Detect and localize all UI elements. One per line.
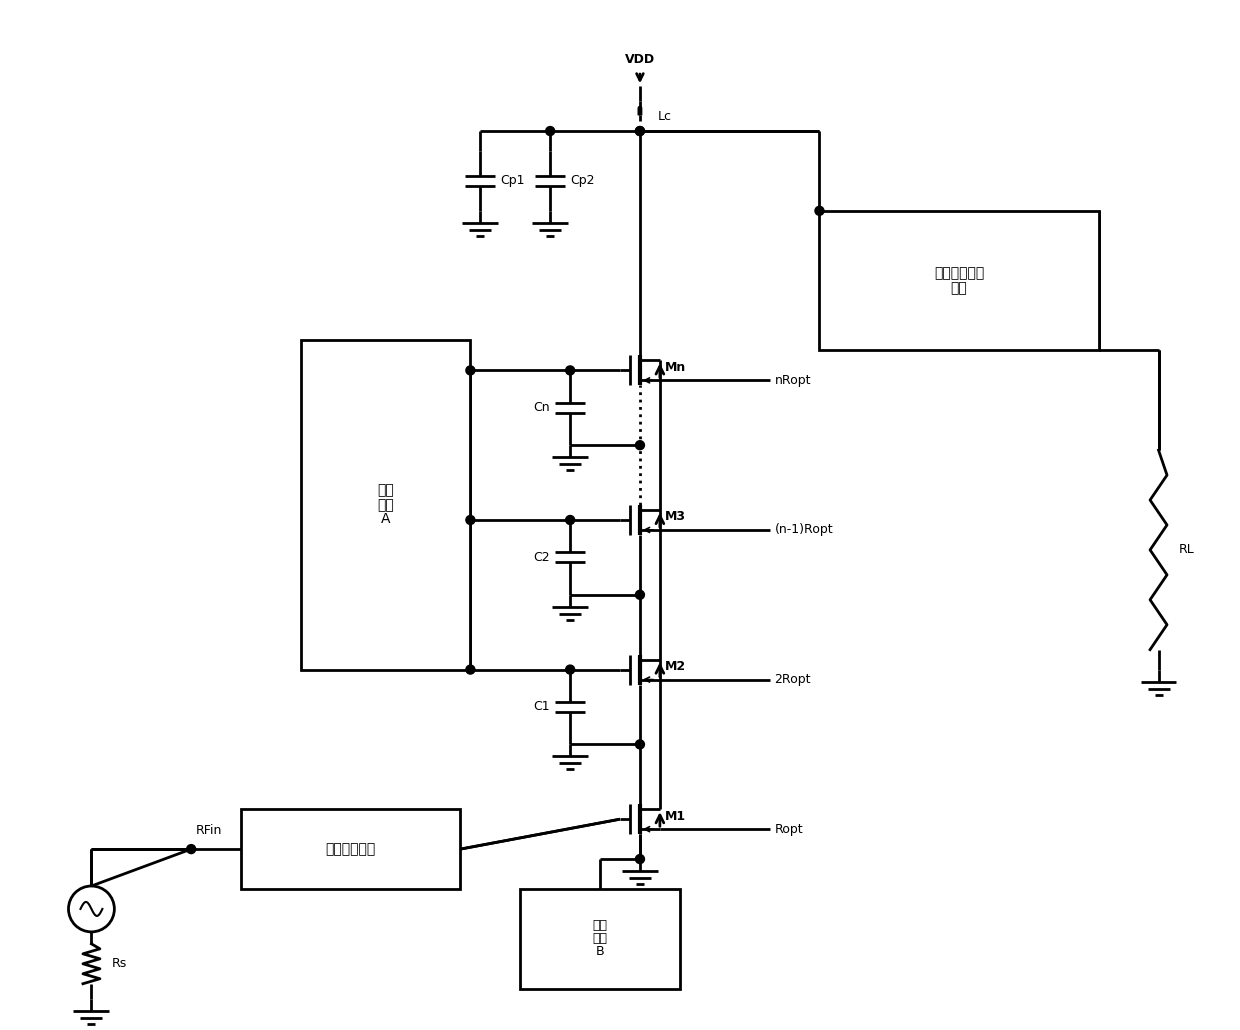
- Text: RFin: RFin: [196, 824, 222, 837]
- Text: Rs: Rs: [112, 957, 126, 970]
- Text: Lc: Lc: [658, 109, 672, 123]
- Text: 偏置: 偏置: [377, 484, 394, 497]
- Circle shape: [565, 366, 574, 375]
- Circle shape: [635, 590, 645, 599]
- Text: M3: M3: [665, 511, 686, 523]
- Text: (n-1)Ropt: (n-1)Ropt: [775, 523, 833, 537]
- Text: Cp2: Cp2: [570, 174, 595, 187]
- Text: Cp1: Cp1: [500, 174, 525, 187]
- Text: C1: C1: [533, 700, 551, 714]
- Bar: [820, 211, 1099, 350]
- Text: 电路: 电路: [377, 499, 394, 512]
- Circle shape: [635, 855, 645, 863]
- Text: 输入匹配电路: 输入匹配电路: [326, 843, 376, 856]
- Circle shape: [635, 127, 645, 136]
- Circle shape: [635, 127, 645, 136]
- Bar: [241, 810, 460, 889]
- Text: 电路: 电路: [593, 932, 608, 946]
- Bar: [301, 341, 470, 670]
- Text: 电路: 电路: [951, 281, 967, 295]
- Circle shape: [466, 665, 475, 674]
- Text: Ropt: Ropt: [775, 823, 804, 835]
- Text: VDD: VDD: [625, 54, 655, 66]
- Text: C2: C2: [533, 551, 551, 563]
- Text: Cn: Cn: [533, 402, 551, 414]
- Text: RL: RL: [1178, 544, 1194, 556]
- Text: A: A: [381, 512, 391, 526]
- Circle shape: [565, 515, 574, 524]
- Circle shape: [635, 441, 645, 450]
- Text: 输出宽带匹配: 输出宽带匹配: [934, 267, 985, 280]
- Circle shape: [565, 665, 574, 674]
- Bar: [521, 889, 680, 989]
- Text: 2Ropt: 2Ropt: [775, 673, 811, 686]
- Text: B: B: [595, 946, 604, 958]
- Circle shape: [466, 515, 475, 524]
- Text: M2: M2: [665, 660, 686, 673]
- Text: nRopt: nRopt: [775, 374, 811, 387]
- Circle shape: [546, 127, 554, 136]
- Circle shape: [187, 845, 196, 854]
- Text: M1: M1: [665, 810, 686, 823]
- Text: Mn: Mn: [665, 360, 686, 374]
- Circle shape: [466, 366, 475, 375]
- Text: 偏置: 偏置: [593, 920, 608, 932]
- Circle shape: [815, 206, 823, 215]
- Circle shape: [635, 740, 645, 749]
